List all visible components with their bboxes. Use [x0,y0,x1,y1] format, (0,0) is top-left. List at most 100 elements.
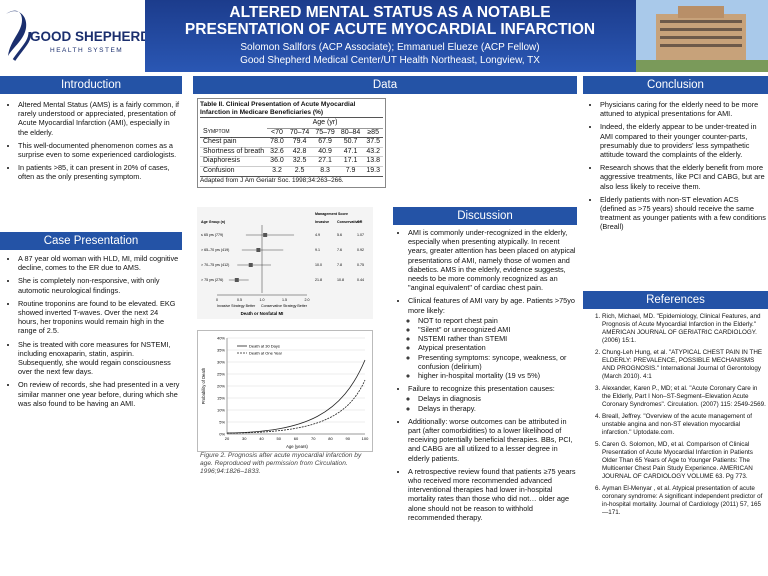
forest-value: 0.44 [357,278,364,282]
x-tick-label: 70 [311,436,316,441]
table-header: 80–84 [337,128,364,139]
bullet-text: Failure to recognize this presentation c… [408,384,555,394]
table-cell: 43.2 [363,147,383,158]
table-row: Age (yr) [200,119,383,129]
bullet: Failure to recognize this presentation c… [408,384,580,413]
table-cell: Shortness of breath [200,147,268,158]
estimate [256,248,261,252]
plot-bg [197,207,373,319]
curve [226,359,366,434]
intro-text: Altered Mental Status (AMS) is a fairly … [6,100,180,226]
table-cell: 17.1 [337,156,364,167]
estimate [263,233,268,237]
discussion-text: AMI is commonly under-recognized in the … [396,228,580,576]
x-tick-label: 80 [328,436,333,441]
section-heading: Conclusion [583,76,768,94]
table-cell: Confusion [203,166,235,174]
table-header: 75–79 [312,128,338,139]
forest-header: Age Group (n) [201,220,226,224]
table-header: <70 [267,128,287,139]
table-cell: 32.5 [286,156,313,167]
forest-row-label: > 75 yrs (276) [201,278,223,282]
logo-icon [12,31,32,61]
y-tick-label: 25% [217,372,225,377]
forest-plot: Age Group (n) Management Score Invasive Con… [197,207,373,319]
list: A 87 year old woman with HLD, MI, mild c… [6,254,180,408]
table-cell: Diaphoresis [200,156,268,167]
forest-value: 0.92 [357,248,364,252]
table-cell: 37.5 [363,137,383,148]
table-cell: 3.2 [272,166,282,174]
bullet: Routine troponins are found to be elevat… [18,299,180,336]
forest-value: 7.8 [337,263,342,267]
reference: Alexander, Karen P., MD; et al. "Acute C… [602,385,766,409]
reference: Rich, Michael, MD. "Epidemiology, Clinic… [602,313,766,345]
forest-row-label: > 65–70 yrs (419) [201,248,229,252]
title-line: ALTERED MENTAL STATUS AS A NOTABLE [229,4,551,21]
references-text: Rich, Michael, MD. "Epidemiology, Clinic… [588,313,766,575]
table: Age (yr) Symptom <70 70–74 75–79 80–84 ≥85 Ches… [200,119,383,176]
x-tick-label: 20 [225,436,230,441]
building-photo [636,0,768,72]
table-cell: 2.5 [294,166,305,174]
table-cell: 8.3 [320,166,330,174]
table-cell: 40.9 [312,147,338,158]
axis-note: Invasive Strategy Better [217,304,256,308]
building-top [678,6,724,18]
reference: Ayman El-Menyar , et al. Atypical presen… [602,485,766,517]
conclusion-text: Physicians caring for the elderly need t… [588,100,766,286]
x-tick-label: 90 [346,436,351,441]
x-tick-label: 2.0 [305,298,310,302]
lawn [636,60,768,72]
x-tick-label: 50 [277,436,282,441]
forest-value: 10.8 [337,278,344,282]
section-heading: Data [193,76,577,94]
bullet: Altered Mental Status (AMS) is a fairly … [18,100,180,137]
reference: Chung-Leh Hung, et al. "ATYPICAL CHEST P… [602,349,766,381]
axis-note: Conservative Strategy Better [261,304,308,308]
x-tick-label: 60 [294,436,299,441]
y-tick-label: 40% [217,336,225,341]
section-heading: Case Presentation [0,232,182,250]
y-tick-label: 15% [217,396,225,401]
section-heading: Introduction [0,76,182,94]
y-tick-label: 30% [217,360,225,365]
forest-header: Management Score [315,212,348,216]
x-tick-label: 100 [362,436,369,441]
bullet: Additionally: worse outcomes can be attr… [408,417,580,463]
bullet: This well-documented phenomenon comes as… [18,141,180,159]
x-axis-label: Death or Nonfatal MI [241,311,284,316]
list: Physicians caring for the elderly need t… [588,100,766,232]
bullet: Indeed, the elderly appear to be under-t… [600,122,766,159]
forest-value: 5.6 [337,233,342,237]
table-cell: 7.9 [345,166,356,174]
table-cell: 67.9 [312,137,338,148]
figure-caption: Figure 2. Prognosis after acute myocardi… [200,452,362,475]
logo-graphic: GOOD SHEPHERD HEALTH SYSTEM [6,10,150,61]
forest-value: 9.1 [315,248,320,252]
sub-bullet: Delays in therapy. [418,404,580,413]
case-text: A 87 year old woman with HLD, MI, mild c… [6,254,180,464]
x-tick-label: 1.0 [260,298,265,302]
reference: Breall, Jeffrey. "Overview of the acute … [602,413,766,437]
bullet: She is treated with core measures for NS… [18,340,180,377]
bullet: She is completely non-responsive, with o… [18,276,180,294]
table-header: Symptom [200,128,268,139]
table-title: Table II. Clinical Presentation of Acute… [200,101,383,118]
x-tick-label: 0.5 [237,298,242,302]
affiliation: Good Shepherd Medical Center/UT Health N… [240,55,540,66]
list: Rich, Michael, MD. "Epidemiology, Clinic… [588,313,766,517]
windows [660,20,742,47]
legend-label: Death at One Year [249,351,283,356]
y-tick-label: 35% [217,348,225,353]
table-header: 70–74 [286,128,313,139]
forest-value: 1.07 [357,233,364,237]
reference: Caren G. Solomon, MD, et al. Comparison … [602,441,766,481]
bullet: A 87 year old woman with HLD, MI, mild c… [18,254,180,272]
bullet: In patients >85, it can present in 20% o… [18,163,180,181]
bullet-text: Clinical features of AMI vary by age. Pa… [408,296,575,315]
table-source: Adapted from J Am Geriatr Soc. 1998;34:2… [200,175,383,185]
sub-bullet: Delays in diagnosis [418,394,580,403]
table-cell: 78.0 [267,137,287,148]
